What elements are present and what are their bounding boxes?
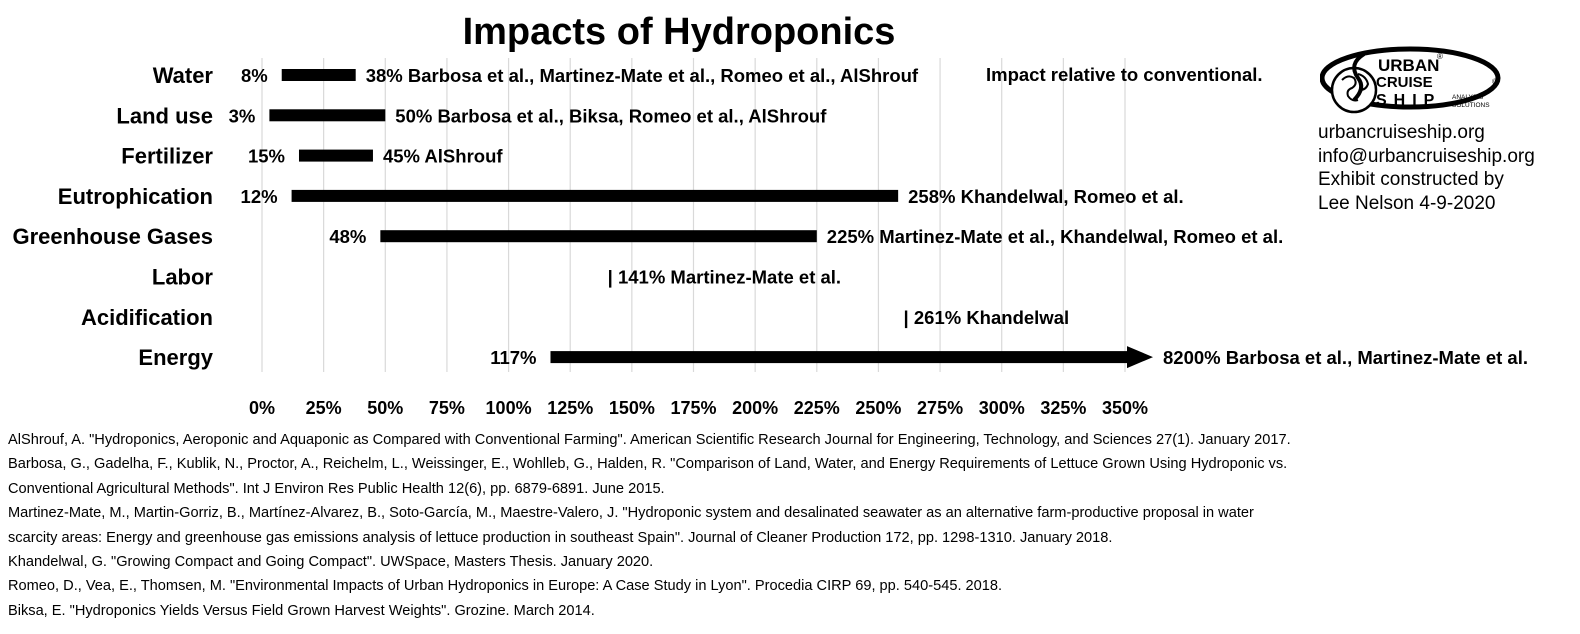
reference-line: Barbosa, G., Gadelha, F., Kublik, N., Pr… — [8, 456, 1288, 473]
category-label: Water — [153, 63, 214, 88]
high-value-label: | 261% Khandelwal — [904, 307, 1070, 328]
x-tick-label: 250% — [855, 398, 901, 418]
category-label: Energy — [138, 345, 213, 370]
x-tick-label: 50% — [367, 398, 403, 418]
x-tick-label: 325% — [1040, 398, 1086, 418]
range-bar — [298, 149, 373, 162]
svg-text:SHIP: SHIP — [1376, 92, 1441, 109]
category-label: Fertilizer — [121, 144, 213, 169]
reference-line: Conventional Agricultural Methods". Int … — [8, 480, 665, 497]
reference-line: Biksa, E. "Hydroponics Yields Versus Fie… — [8, 602, 595, 619]
range-chart: Impacts of Hydroponics 0% 25% 50% 75% 100% 12… — [12, 11, 1528, 418]
high-value-label: 8200% Barbosa et al., Martinez-Mate et a… — [1163, 347, 1528, 368]
range-bars — [269, 69, 1153, 369]
high-value-label: 50% Barbosa et al., Biksa, Romeo et al.,… — [395, 105, 827, 126]
low-value-label: 48% — [329, 226, 366, 247]
reference-line: AlShrouf, A. "Hydroponics, Aeroponic and… — [8, 432, 1291, 448]
x-tick-label: 175% — [670, 398, 716, 418]
range-bar — [269, 109, 386, 122]
chart-title: Impacts of Hydroponics — [463, 11, 896, 53]
svg-text:SOLUTIONS: SOLUTIONS — [1452, 102, 1490, 109]
category-label: Labor — [152, 265, 214, 290]
range-bar — [550, 351, 1131, 364]
x-tick-label: 350% — [1102, 398, 1148, 418]
category-label: Land use — [116, 103, 213, 128]
svg-text:©: © — [1492, 78, 1498, 86]
brand-panel: URBAN ® CRUISE SHIP ANALYSIS SOLUTIONS ©… — [1318, 44, 1568, 215]
svg-text:URBAN: URBAN — [1378, 56, 1439, 75]
reference-line: Romeo, D., Vea, E., Thomsen, M. "Environ… — [8, 578, 1003, 595]
range-bar — [291, 189, 899, 202]
x-tick-label: 100% — [486, 398, 532, 418]
high-value-label: 45% AlShrouf — [383, 146, 503, 167]
website-text: urbancruiseship.org — [1318, 122, 1485, 143]
low-value-label: 8% — [241, 65, 268, 86]
value-labels: 8% 38% Barbosa et al., Martinez-Mate et a… — [229, 65, 1528, 368]
credit-line-2: Lee Nelson 4-9-2020 — [1318, 192, 1496, 214]
x-tick-label: 0% — [249, 398, 275, 418]
email-text: info@urbancruiseship.org — [1318, 145, 1535, 167]
category-label: Eutrophication — [58, 184, 213, 209]
reference-line: Martinez-Mate, M., Martin-Gorriz, B., Ma… — [8, 505, 1254, 522]
credit-line-1: Exhibit constructed by — [1318, 169, 1504, 190]
references-list: AlShrouf, A. "Hydroponics, Aeroponic and… — [8, 428, 1508, 623]
high-value-label: 38% Barbosa et al., Martinez-Mate et al.… — [366, 65, 919, 86]
category-label: Acidification — [81, 305, 213, 330]
high-value-label: 258% Khandelwal, Romeo et al. — [908, 186, 1184, 207]
chart-note: Impact relative to conventional. — [986, 64, 1263, 85]
low-value-label: 15% — [248, 146, 285, 167]
category-label: Greenhouse Gases — [12, 224, 213, 249]
x-tick-label: 125% — [547, 398, 593, 418]
svg-text:CRUISE: CRUISE — [1376, 74, 1433, 91]
x-tick-label: 75% — [429, 398, 465, 418]
category-labels: Water Land use Fertilizer Eutrophication Gre… — [12, 63, 213, 370]
x-tick-label: 275% — [917, 398, 963, 418]
x-tick-label: 200% — [732, 398, 778, 418]
svg-text:®: ® — [1437, 52, 1443, 61]
reference-line: Khandelwal, G. "Growing Compact and Goin… — [8, 554, 654, 571]
x-tick-label: 150% — [609, 398, 655, 418]
x-axis-tick-labels: 0% 25% 50% 75% 100% 125% 150% 175% 200% 225% 250% 2… — [249, 398, 1148, 418]
reference-line: scarcity areas: Energy and greenhouse ga… — [8, 529, 1113, 546]
low-value-label: 117% — [490, 347, 536, 368]
range-bar-arrowhead — [1127, 346, 1153, 369]
x-tick-label: 25% — [306, 398, 342, 418]
range-bar — [380, 230, 817, 243]
high-value-label: | 141% Martinez-Mate et al. — [608, 267, 841, 288]
range-bar — [281, 69, 356, 81]
urban-cruise-ship-logo: URBAN ® CRUISE SHIP ANALYSIS SOLUTIONS © — [1320, 46, 1501, 114]
svg-text:ANALYSIS: ANALYSIS — [1452, 94, 1484, 101]
x-tick-label: 225% — [794, 398, 840, 418]
low-value-label: 12% — [241, 186, 278, 207]
low-value-label: 3% — [229, 105, 256, 126]
high-value-label: 225% Martinez-Mate et al., Khandelwal, R… — [827, 226, 1283, 247]
x-tick-label: 300% — [979, 398, 1025, 418]
